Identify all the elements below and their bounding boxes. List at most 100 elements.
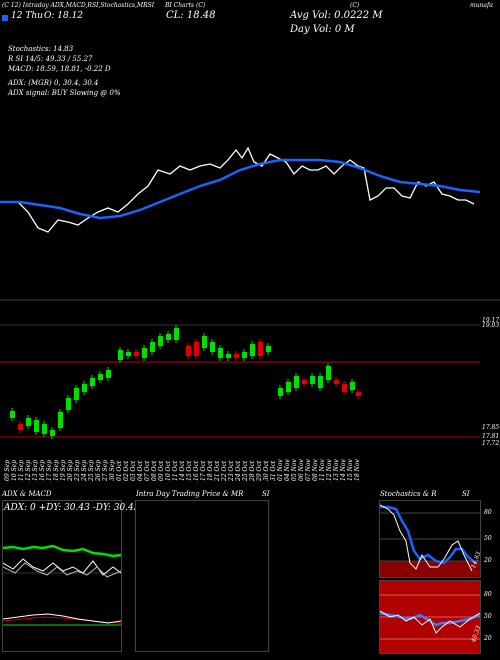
- date-tick-label: 09 Sep: [4, 459, 11, 481]
- price-chart: [0, 146, 500, 439]
- date-tick-label: 01 Oct: [116, 460, 123, 481]
- candle-body: [50, 430, 55, 436]
- stoch-panel-si: SI: [462, 490, 470, 498]
- date-tick-label: 15 Oct: [186, 460, 193, 481]
- candle-body: [342, 384, 347, 392]
- date-tick-label: 21 Oct: [214, 460, 221, 481]
- date-tick-label: 23 Sep: [74, 459, 81, 481]
- candle-body: [98, 374, 103, 380]
- date-tick-label: 04 Oct: [137, 460, 144, 481]
- chart-title-mid: BI Charts (C): [165, 2, 206, 9]
- moving-average-line: [0, 158, 481, 220]
- date-tick-label: 11 Nov: [319, 459, 326, 481]
- chart-title-right: (C): [350, 2, 360, 9]
- candle-body: [90, 378, 95, 386]
- intraday-panel-si: SI: [262, 490, 270, 498]
- date-tick-label: 07 Oct: [144, 460, 151, 481]
- candle-body: [302, 380, 307, 384]
- candle-body: [66, 398, 71, 410]
- date-tick-label: 12 Nov: [326, 459, 333, 481]
- rsi-scale-80: 80: [484, 591, 492, 598]
- adx-macd-panel: ADX: 0 +DY: 30.43 -DY: 30.43: [2, 500, 139, 652]
- date-tick-label: 20 Sep: [67, 459, 74, 481]
- date-tick-label: 16 Oct: [193, 460, 200, 481]
- candle-body: [10, 411, 15, 418]
- date-tick-label: 08 Oct: [151, 460, 158, 481]
- date-tick-label: 16 Sep: [39, 459, 46, 481]
- stoch-panel-title: Stochastics & R: [380, 490, 437, 498]
- date-tick-label: 03 Oct: [130, 460, 137, 481]
- date-tick-label: 02 Oct: [123, 460, 130, 481]
- candle-body: [266, 346, 271, 352]
- candle-body: [34, 420, 39, 432]
- stochastics-readout: Stochastics: 14.83: [8, 45, 74, 53]
- intraday-panel: [135, 500, 269, 652]
- date-tick-label: 08 Nov: [312, 459, 319, 481]
- candle-body: [42, 424, 47, 434]
- candle-body: [82, 384, 87, 392]
- day-vol-label: Day Vol: 0 M: [290, 24, 355, 35]
- candle-body: [350, 382, 355, 390]
- candle-body: [326, 366, 331, 380]
- rsi-readout: R SI 14/5: 49.33 / 55.27: [8, 55, 93, 63]
- candle-body: [250, 344, 255, 356]
- date-tick-label: 07 Nov: [305, 459, 312, 481]
- date-tick-label: 19 Sep: [60, 459, 67, 481]
- chart-title-left: (C 12) Intraday ADX,MACD,RSI,Stochastics…: [2, 2, 155, 9]
- candlestick-series: [10, 325, 361, 439]
- stoch-scale-20: 20: [484, 557, 492, 564]
- candle-body: [286, 382, 291, 392]
- candle-body: [210, 342, 215, 352]
- candle-body: [194, 342, 199, 356]
- candle-body: [142, 348, 147, 358]
- price-line: [0, 146, 475, 233]
- date-tick-label: 18 Oct: [207, 460, 214, 481]
- candle-body: [106, 370, 111, 378]
- date-tick-label: 14 Nov: [340, 459, 347, 481]
- adx-panel-title: ADX & MACD: [2, 490, 52, 498]
- candle-body: [58, 412, 63, 428]
- candle-body: [242, 352, 247, 358]
- candle-body: [226, 354, 231, 358]
- date-tick-label: 10 Sep: [11, 459, 18, 481]
- date-tick-label: 17 Sep: [46, 459, 53, 481]
- date-tick-label: 29 Oct: [256, 460, 263, 481]
- date-tick-label: 12 Sep: [25, 459, 32, 481]
- candle-body: [186, 346, 191, 356]
- open-label: O: 18.12: [44, 11, 84, 21]
- stoch-scale-80: 80: [484, 509, 492, 516]
- rsi-scale-20: 20: [484, 635, 492, 642]
- brand-label: munafa: [470, 2, 493, 9]
- candle-body: [318, 376, 323, 388]
- date-tick-label: 22 Oct: [221, 460, 228, 481]
- date-tick-label: 23 Oct: [228, 460, 235, 481]
- candle-body: [202, 336, 207, 348]
- price-label-top-b: 19.03: [482, 322, 500, 329]
- candle-body: [294, 376, 299, 388]
- date-tick-label: 11 Sep: [18, 459, 25, 481]
- date-tick-label: 18 Nov: [354, 459, 361, 481]
- date-tick-label: 28 Oct: [249, 460, 256, 481]
- candle-body: [134, 352, 139, 356]
- rsi-scale-50: 50: [484, 613, 492, 620]
- date-tick-label: 27 Sep: [102, 459, 109, 481]
- price-label-top-a: 19.17: [482, 317, 500, 324]
- stochastics-panel: 80 50 20 14.83: [379, 500, 492, 578]
- stoch-scale-50: 50: [484, 535, 492, 542]
- price-label-bottom-b: 17.81: [482, 433, 500, 440]
- candle-body: [158, 336, 163, 346]
- date-tick-label: 13 Nov: [333, 459, 340, 481]
- date-tick-label: 18 Sep: [53, 459, 60, 481]
- date-tick-label: 04 Nov: [284, 459, 291, 481]
- candle-body: [356, 392, 361, 396]
- price-label-bottom-a: 17.85: [482, 424, 500, 431]
- date-tick-label: 17 Oct: [200, 460, 207, 481]
- candle-body: [166, 334, 171, 340]
- date-tick-label: 09 Oct: [158, 460, 165, 481]
- date-tick-label: 13 Sep: [32, 459, 39, 481]
- price-label-bottom-c: 17.72: [482, 440, 500, 447]
- candle-body: [174, 328, 179, 340]
- candle-body: [74, 388, 79, 400]
- date-label: 12 Thu: [11, 11, 43, 21]
- date-tick-label: 15 Nov: [347, 459, 354, 481]
